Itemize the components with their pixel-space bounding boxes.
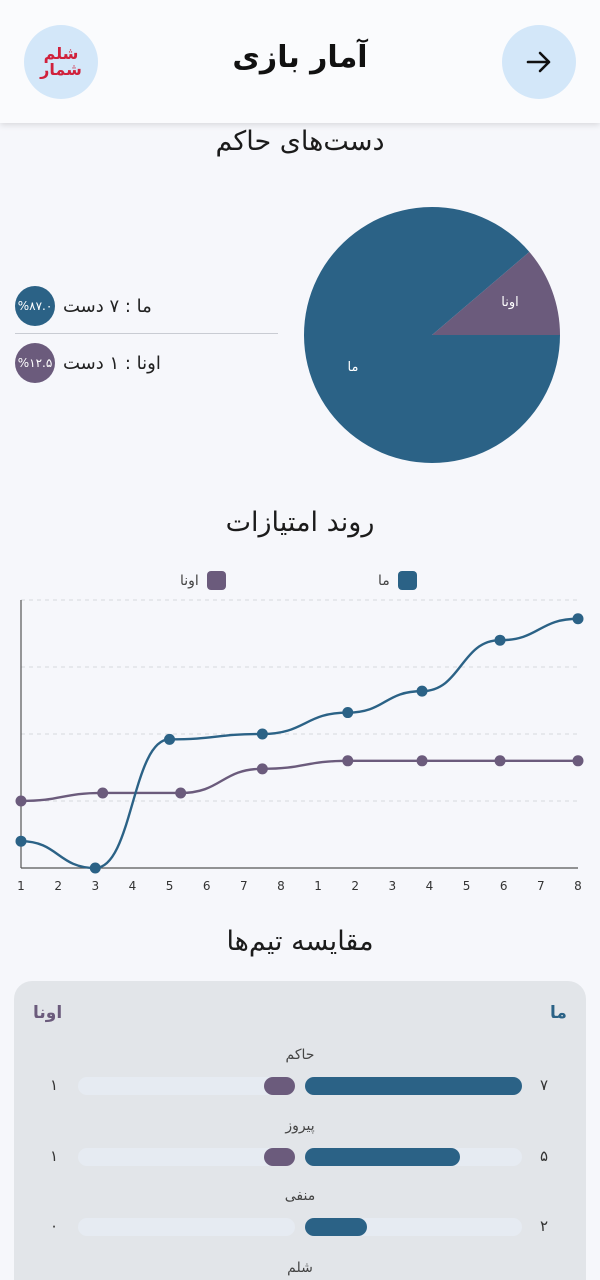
x-tick-label: 4	[426, 879, 434, 893]
data-point[interactable]	[494, 634, 506, 646]
stat-value-them: ۱	[50, 1076, 59, 1094]
compare-row-label: شلم	[287, 1260, 313, 1276]
data-point[interactable]	[15, 795, 27, 807]
back-button[interactable]	[502, 25, 576, 99]
bar-track-them	[78, 1077, 295, 1095]
bar-us	[305, 1148, 460, 1166]
stat-value-them: ۰	[50, 1217, 59, 1235]
compare-row-label: پیروز	[285, 1118, 315, 1134]
hakem-pie-chart: اونا ما	[304, 206, 560, 463]
pie-slice-them	[432, 251, 560, 335]
bar-them	[264, 1077, 295, 1095]
legend-text-us: ما : ۷ دست	[63, 295, 152, 317]
x-tick-label: 5	[463, 879, 471, 893]
data-point[interactable]	[572, 613, 584, 625]
app-logo: شلم شمار	[24, 25, 98, 99]
logo-line-2: شمار	[40, 60, 82, 79]
percent-badge-them: %۱۲.۵	[15, 343, 55, 383]
trend-section-title: روند امتیازات	[225, 507, 375, 538]
bar-track-them	[78, 1148, 295, 1166]
data-point[interactable]	[256, 728, 268, 740]
legend-swatch-us	[397, 571, 417, 590]
bar-track-them	[78, 1218, 295, 1236]
data-point[interactable]	[572, 755, 584, 767]
bar-us	[305, 1077, 522, 1095]
x-tick-label: 1	[314, 879, 322, 893]
app-header: شلم شمار آمار بازی	[0, 0, 600, 123]
x-tick-label: 2	[351, 879, 359, 893]
bar-us	[305, 1218, 367, 1236]
data-point[interactable]	[164, 733, 176, 745]
data-point[interactable]	[175, 787, 187, 799]
x-tick-label: 5	[166, 879, 174, 893]
percent-badge-us: %۸۷.۰	[15, 286, 55, 326]
compare-label-us: ما	[550, 1003, 567, 1023]
data-point[interactable]	[89, 862, 101, 874]
x-tick-label: 8	[277, 879, 285, 893]
x-tick-label: 7	[240, 879, 248, 893]
score-trend-chart: 1 2 3 4 5 6 7 8 1 2 3 4 5 6 7 8	[15, 599, 584, 893]
legend-label-them: اونا	[180, 572, 199, 589]
pie-label-them: اونا	[501, 295, 518, 310]
logo-line-1: شلم	[43, 44, 79, 63]
legend-row-them: %۱۲.۵ اونا : ۱ دست	[15, 343, 278, 383]
x-tick-label: 1	[17, 879, 25, 893]
legend-divider	[15, 333, 278, 334]
compare-section-title: مقایسه تیم‌ها	[226, 926, 374, 957]
x-tick-label: 6	[203, 879, 211, 893]
bar-them	[264, 1148, 295, 1166]
stat-value-us: ۷	[540, 1076, 549, 1094]
hakem-section-title: دست‌های حاکم	[215, 126, 385, 157]
data-point[interactable]	[342, 707, 354, 719]
series-line-them	[20, 759, 578, 803]
legend-us: ما	[378, 571, 417, 590]
legend-row-us: %۸۷.۰ ما : ۷ دست	[15, 286, 278, 326]
stat-value-us: ۵	[540, 1147, 549, 1165]
stat-value-us: ۲	[540, 1217, 549, 1235]
legend-label-us: ما	[378, 572, 390, 589]
legend-them: اونا	[180, 571, 226, 590]
data-point[interactable]	[494, 755, 506, 767]
x-tick-label: 3	[389, 879, 397, 893]
x-tick-label: 2	[54, 879, 62, 893]
stat-value-them: ۱	[50, 1147, 59, 1165]
data-point[interactable]	[416, 755, 428, 767]
legend-text-them: اونا : ۱ دست	[63, 352, 161, 374]
pie-slice-us	[304, 206, 560, 463]
series-line-us	[20, 617, 579, 870]
data-point[interactable]	[15, 835, 27, 847]
data-point[interactable]	[97, 787, 109, 799]
x-tick-label: 3	[91, 879, 99, 893]
legend-swatch-them	[206, 571, 226, 590]
pie-label-us: ما	[348, 360, 359, 375]
page-title: آمار بازی	[232, 40, 368, 75]
compare-label-them: اونا	[33, 1003, 63, 1023]
compare-row-label: حاکم	[285, 1047, 315, 1063]
arrow-right-icon	[526, 51, 551, 73]
compare-row-label: منفی	[284, 1188, 316, 1204]
x-tick-label: 7	[537, 879, 545, 893]
data-point[interactable]	[256, 763, 268, 775]
data-point[interactable]	[342, 755, 354, 767]
x-tick-label: 6	[500, 879, 508, 893]
data-point[interactable]	[416, 685, 428, 697]
x-tick-label: 4	[129, 879, 137, 893]
x-tick-label: 8	[574, 879, 582, 893]
